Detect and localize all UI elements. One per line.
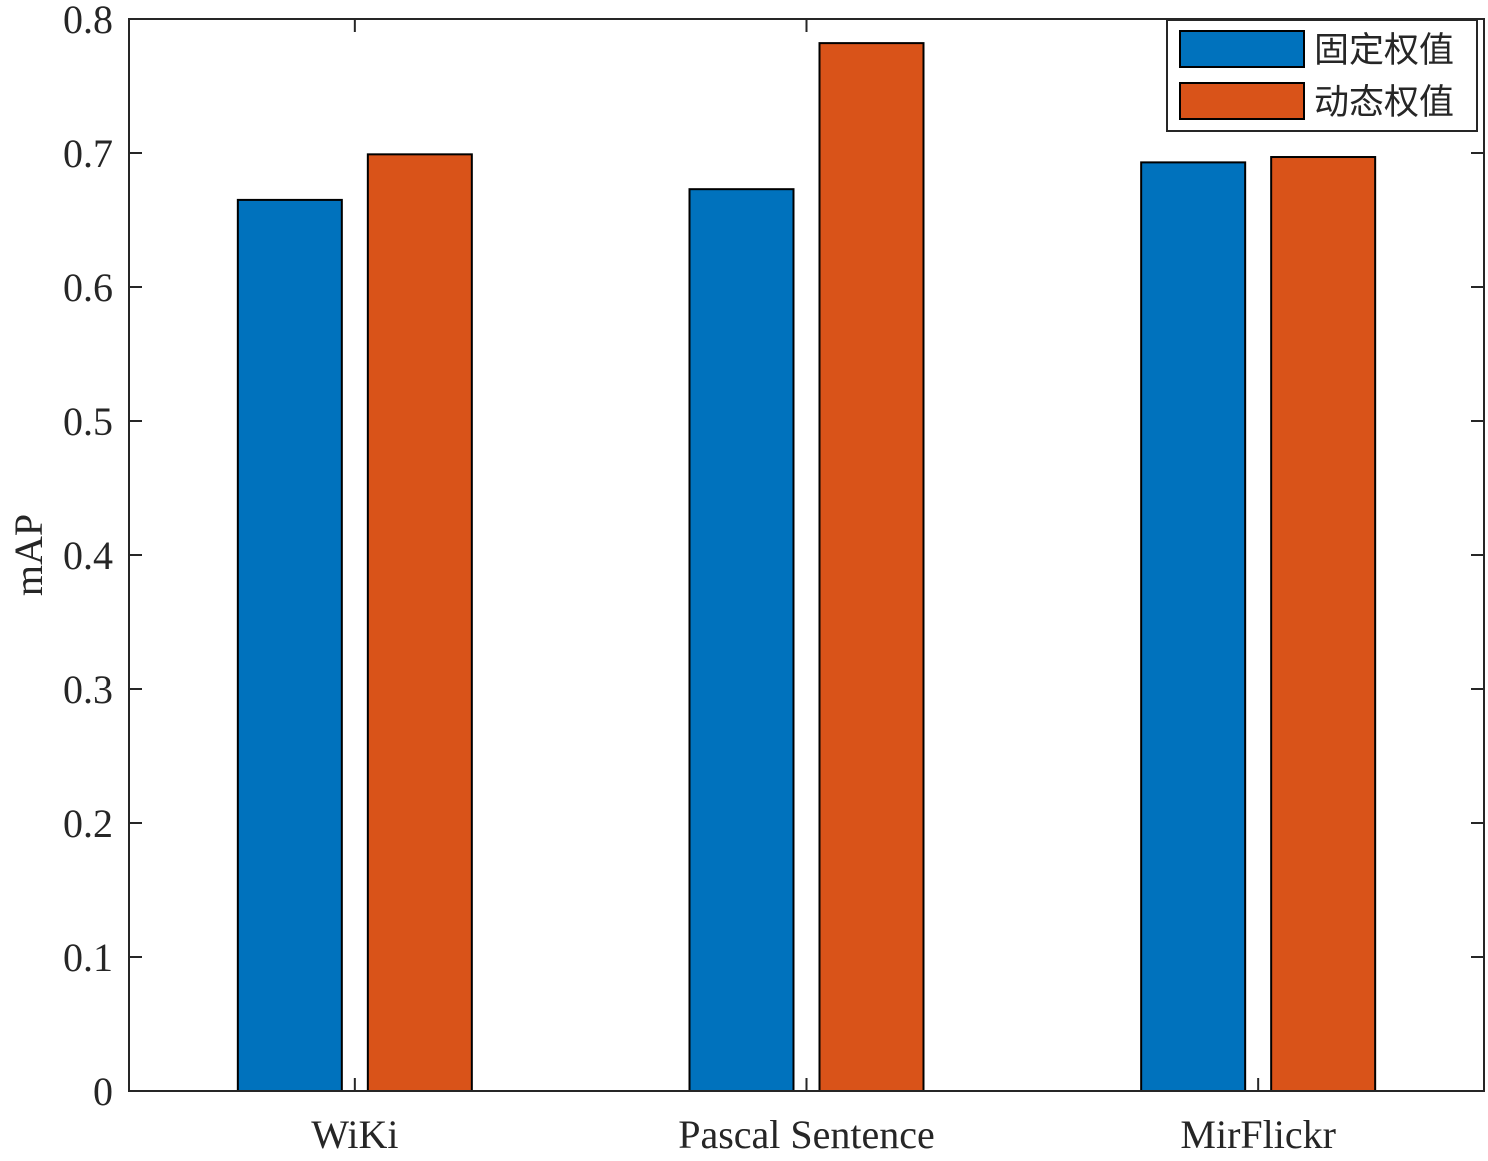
bar-dynamic-3	[1270, 156, 1377, 1092]
y-tick-label: 0.8	[63, 0, 113, 42]
y-tick-label: 0.4	[63, 533, 113, 578]
bar-fixed-3	[1140, 161, 1247, 1092]
y-axis-title: mAP	[6, 514, 51, 596]
x-tick-label: Pascal Sentence	[678, 1112, 935, 1157]
bar-fixed-1	[236, 198, 343, 1092]
plot-background	[129, 19, 1484, 1091]
axis-ticks	[129, 18, 1484, 1092]
legend: 固定权值 动态权值	[1166, 19, 1478, 132]
y-tick-label: 0	[93, 1069, 113, 1114]
x-tick-labels: WiKi Pascal Sentence MirFlickr	[311, 1112, 1336, 1157]
y-tick-label: 0.6	[63, 265, 113, 310]
y-tick-label: 0.7	[63, 131, 113, 176]
x-tick-label: MirFlickr	[1180, 1112, 1336, 1157]
y-tick-label: 0.3	[63, 667, 113, 712]
plot-frame	[128, 18, 1485, 1092]
bar-dynamic-1	[366, 153, 473, 1092]
y-tick-label: 0.5	[63, 399, 113, 444]
bars	[236, 42, 1377, 1093]
legend-swatch-fixed	[1179, 30, 1305, 68]
y-tick-labels: 0 0.1 0.2 0.3 0.4 0.5 0.6 0.7 0.8	[63, 0, 113, 1114]
bar-dynamic-2	[818, 42, 925, 1093]
bar-fixed-2	[688, 188, 795, 1092]
legend-label-fixed: 固定权值	[1314, 31, 1454, 71]
y-tick-label: 0.1	[63, 935, 113, 980]
x-tick-label: WiKi	[311, 1112, 398, 1157]
legend-swatch-dynamic	[1179, 82, 1305, 120]
y-tick-label: 0.2	[63, 801, 113, 846]
legend-label-dynamic: 动态权值	[1314, 83, 1454, 123]
